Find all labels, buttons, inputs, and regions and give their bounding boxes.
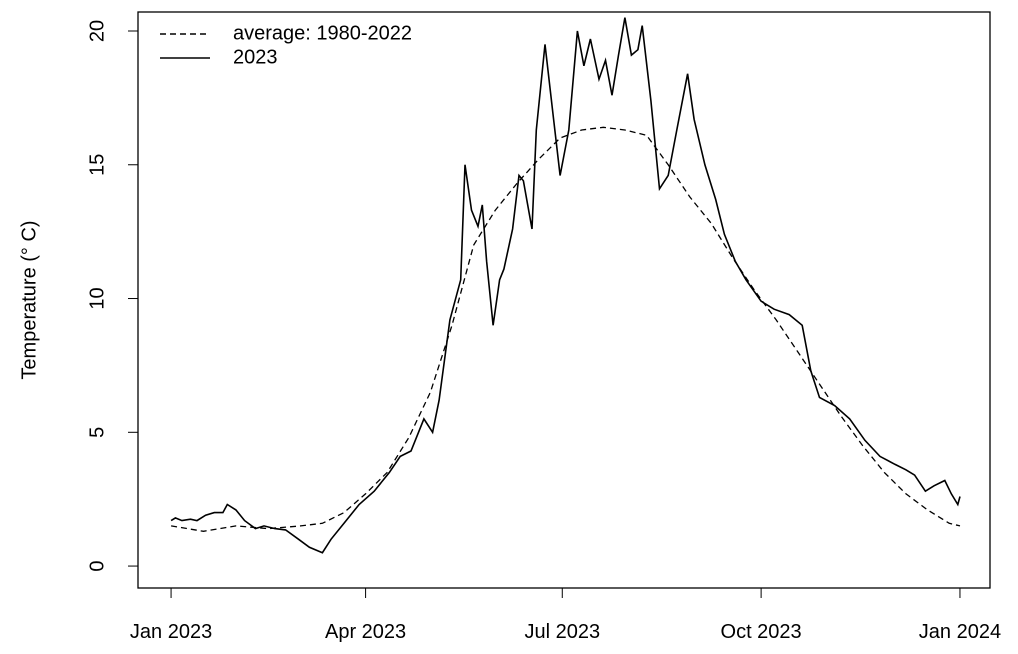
x-tick-label: Oct 2023	[721, 621, 802, 643]
x-tick-label: Jan 2024	[919, 621, 1001, 643]
x-tick-label: Jul 2023	[524, 621, 600, 643]
plot-frame	[137, 11, 991, 589]
legend-label: 2023	[233, 46, 278, 68]
line	[170, 17, 961, 554]
line	[170, 126, 961, 532]
legend-label: average: 1980-2022	[233, 22, 412, 44]
y-tick-label: 0	[86, 560, 108, 571]
y-tick-label: 15	[86, 154, 108, 176]
y-tick-label: 10	[86, 287, 108, 309]
x-tick-label: Jan 2023	[130, 621, 212, 643]
y-tick-label: 5	[86, 427, 108, 438]
y-axis-label: Temperature (° C)	[18, 220, 40, 379]
x-tick-label: Apr 2023	[325, 621, 406, 643]
y-tick-label: 20	[86, 20, 108, 42]
